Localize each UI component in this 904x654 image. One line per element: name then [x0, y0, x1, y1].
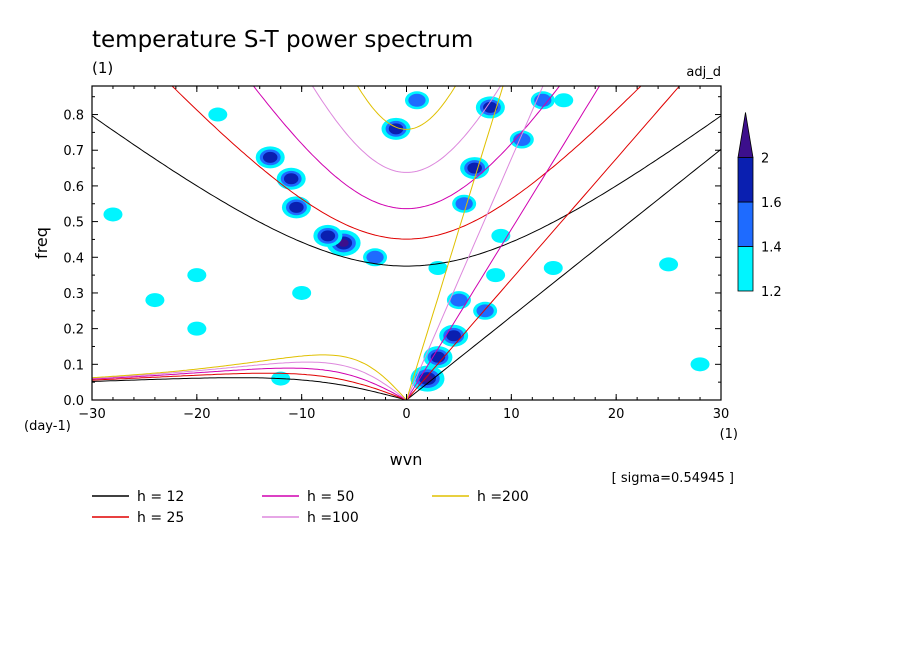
contour-blob-3-level-3	[283, 173, 299, 185]
rossby-curve-h25	[92, 372, 407, 400]
kelvin-curve-h12	[406, 148, 721, 400]
contour-blob-1-level-3	[320, 230, 336, 242]
x-tick-label: −10	[288, 407, 315, 422]
legend-label-h25: h = 25	[137, 510, 184, 526]
contour-blob-10-level-3	[446, 330, 461, 342]
dispersion-curves	[92, 86, 721, 400]
chart-title: temperature S-T power spectrum	[92, 27, 473, 53]
x-unit-label: (1)	[720, 427, 738, 442]
y-tick-label: 0.8	[63, 109, 84, 124]
contour-blob-11-level-2	[450, 293, 468, 307]
x-tick-label: 20	[608, 407, 625, 422]
gravity-curve-h25	[171, 86, 642, 240]
contour-blob-31-level-1	[187, 321, 207, 336]
chart-subtitle-left: (1)	[92, 59, 113, 77]
kelvin-curve-h25	[406, 86, 681, 400]
x-tick-label: −20	[183, 407, 210, 422]
contour-blob-7-level-2	[366, 250, 384, 264]
x-tick-label: 0	[402, 407, 410, 422]
sigma-annotation: [ sigma=0.54945 ]	[612, 471, 734, 486]
y-tick-label: 0.6	[63, 180, 84, 195]
kelvin-curve-h200	[406, 86, 504, 400]
gravity-curve-h12	[92, 115, 721, 267]
legend-label-h100: h =100	[307, 510, 359, 526]
legend-label-h12: h = 12	[137, 489, 184, 505]
colorbar-segment-2	[737, 201, 754, 247]
x-axis-label: wvn	[390, 450, 423, 469]
y-tick-label: 0.2	[63, 323, 84, 338]
colorbar-label: 2	[761, 152, 769, 167]
contour-blob-6-level-2	[408, 93, 426, 107]
y-tick-label: 0.1	[63, 358, 84, 373]
chart-subtitle-right: adj_d	[686, 65, 721, 80]
axis-ticks: −30 −20 −10 0 10 20 30 0.0 0.1 0.2 0.3 0.4 0.5 0.6 0.7…	[63, 86, 729, 422]
colorbar-arrow	[737, 112, 754, 158]
y-axis-label: freq	[32, 227, 51, 259]
contour-blob-4-level-3	[262, 151, 278, 163]
contour-blob-19-level-1	[486, 268, 506, 283]
contour-blob-25-level-1	[292, 285, 312, 300]
contour-blob-5-level-3	[388, 123, 404, 135]
gravity-curve-h100	[311, 86, 502, 173]
contour-blob-24-level-1	[145, 293, 165, 308]
rossby-curve-h100	[92, 361, 407, 400]
kelvin-curve-h100	[406, 86, 544, 400]
rossby-curve-h200	[92, 354, 407, 400]
colorbar-segment-3	[737, 157, 754, 203]
y-tick-label: 0.3	[63, 287, 84, 302]
contour-blob-27-level-1	[208, 107, 228, 122]
gravity-curve-h50	[252, 86, 561, 210]
contour-blob-26-level-1	[103, 207, 123, 222]
colorbar-label: 1.4	[761, 241, 782, 256]
contour-blob-29-level-1	[659, 257, 679, 272]
contour-blob-12-level-2	[455, 197, 473, 211]
colorbar: 1.2 1.4 1.6 2	[737, 112, 782, 300]
gravity-curve-h200	[356, 86, 457, 130]
colorbar-label: 1.6	[761, 196, 782, 211]
kelvin-curve-h50	[406, 86, 601, 400]
y-tick-label: 0.7	[63, 144, 84, 159]
rossby-curve-h12	[92, 377, 407, 400]
rossby-curve-h50	[92, 367, 407, 400]
contour-blob-15-level-2	[476, 304, 494, 318]
legend-label-h50: h = 50	[307, 489, 354, 505]
contour-blob-30-level-1	[690, 357, 710, 372]
x-tick-label: 10	[503, 407, 520, 422]
contour-blob-8-level-4	[422, 374, 433, 383]
contour-blob-0-level-4	[338, 239, 349, 247]
legend-label-h200: h =200	[477, 489, 529, 505]
contour-blob-13-level-3	[467, 162, 482, 174]
legend: h = 12 h = 25 h = 50 h =100 h =200	[92, 489, 529, 526]
y-unit-label: (day-1)	[24, 419, 71, 434]
colorbar-label: 1.2	[761, 285, 782, 300]
contour-blob-23-level-1	[187, 268, 207, 283]
contour-blob-14-level-3	[483, 101, 498, 113]
x-tick-label: −30	[78, 407, 105, 422]
x-tick-label: 30	[713, 407, 730, 422]
y-tick-label: 0.0	[63, 394, 84, 409]
y-tick-label: 0.5	[63, 216, 84, 231]
contour-blob-21-level-1	[554, 93, 574, 108]
colorbar-segment-1	[737, 246, 754, 292]
contour-blob-22-level-1	[543, 260, 563, 275]
contour-blob-2-level-3	[289, 201, 304, 213]
y-tick-label: 0.4	[63, 251, 84, 266]
contour-layer	[103, 91, 710, 392]
